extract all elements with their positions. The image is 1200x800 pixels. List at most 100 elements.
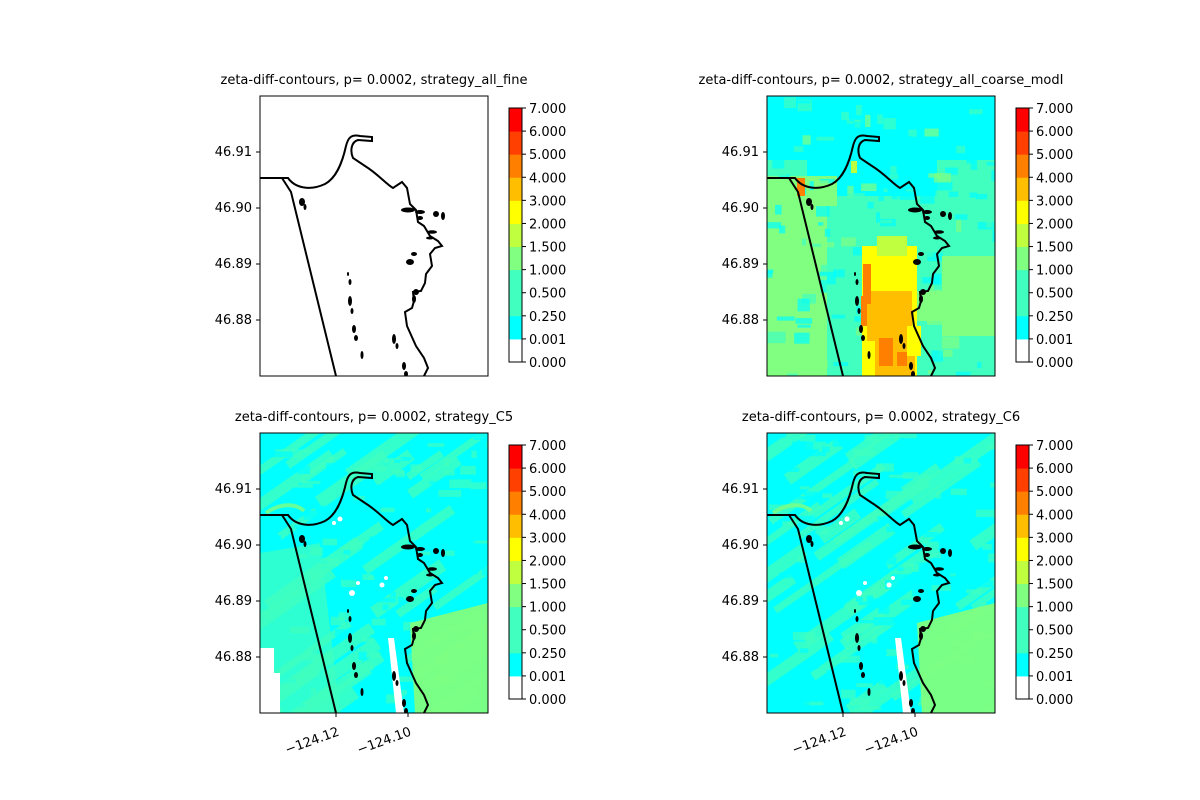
subplot-title: zeta-diff-contours, p= 0.0002, strategy_… <box>699 73 1064 88</box>
colorbar-segment <box>509 246 522 271</box>
colorbar-frame <box>508 107 523 363</box>
coastline <box>767 471 952 713</box>
colorbar-tick-label: 0.000 <box>1036 693 1073 708</box>
y-tick-label: 46.88 <box>215 313 252 328</box>
colorbar-segment <box>1016 445 1029 469</box>
colorbar-tick-label: 1.000 <box>529 601 566 616</box>
colorbar-segment <box>509 468 522 492</box>
axes: 46.91 46.90 46.89 46.88 <box>722 95 996 377</box>
colorbar-segment <box>509 292 522 317</box>
y-tick-label: 46.89 <box>722 594 759 609</box>
subplot-3: zeta-diff-contours, p= 0.0002, strategy_… <box>215 410 566 758</box>
colorbar-segment <box>509 537 522 561</box>
axes-frame <box>766 95 996 377</box>
colorbar-tick-label: 0.000 <box>529 356 566 371</box>
axes: 46.91 46.90 46.89 46.88 −124.12 −124.10 <box>215 432 489 758</box>
colorbar-tick-label: 6.000 <box>1036 125 1073 140</box>
colorbar-segment <box>509 223 522 248</box>
y-tick-label: 46.88 <box>215 650 252 665</box>
colorbar-tick-label: 7.000 <box>1036 102 1073 117</box>
colorbar-frame <box>508 444 523 700</box>
coastline <box>260 134 445 376</box>
colorbar-tick-label: 4.000 <box>1036 171 1073 186</box>
colorbar-tick-label: 7.000 <box>1036 439 1073 454</box>
x-tick-label: −124.10 <box>355 725 413 758</box>
colorbar-tick-label: 1.500 <box>1036 241 1073 256</box>
colorbar-tick-label: 0.001 <box>529 333 566 348</box>
colorbar-segment <box>1016 629 1029 654</box>
y-tick-label: 46.90 <box>215 538 252 553</box>
y-tick-label: 46.89 <box>215 594 252 609</box>
colorbar-segment <box>1016 338 1029 363</box>
y-tick-label: 46.89 <box>215 257 252 272</box>
colorbar-segment <box>509 675 522 700</box>
subplot-title: zeta-diff-contours, p= 0.0002, strategy_… <box>742 410 1020 425</box>
colorbar-segment <box>1016 491 1029 515</box>
x-tick-label: −124.10 <box>862 725 920 758</box>
axes-background <box>260 96 488 376</box>
y-tick-label: 46.89 <box>722 257 759 272</box>
colorbar-tick-label: 0.000 <box>529 693 566 708</box>
contour-field <box>767 96 995 376</box>
colorbar-segment <box>509 315 522 340</box>
colorbar-tick-label: 0.500 <box>1036 287 1073 302</box>
colorbar-tick-label: 7.000 <box>529 439 566 454</box>
colorbar-segment <box>509 583 522 608</box>
colorbar-tick-label: 1.500 <box>1036 578 1073 593</box>
axes: 46.91 46.90 46.89 46.88 <box>215 95 489 377</box>
axes: 46.91 46.90 46.89 46.88 −124.12 −124.10 <box>722 432 996 758</box>
colorbar-tick-label: 5.000 <box>529 148 566 163</box>
colorbar-tick-label: 0.500 <box>529 287 566 302</box>
colorbar-tick-label: 4.000 <box>529 171 566 186</box>
colorbar-segment <box>1016 560 1029 585</box>
colorbar-tick-label: 1.000 <box>1036 264 1073 279</box>
colorbar-segment <box>1016 154 1029 178</box>
colorbar-segment <box>1016 675 1029 700</box>
colorbar-frame <box>1015 444 1030 700</box>
colorbar-tick-label: 3.000 <box>529 194 566 209</box>
colorbar-segment <box>1016 200 1029 224</box>
colorbar-tick-label: 0.500 <box>529 624 566 639</box>
y-tick-label: 46.90 <box>722 201 759 216</box>
subplot-title: zeta-diff-contours, p= 0.0002, strategy_… <box>221 73 528 88</box>
colorbar-segment <box>509 108 522 132</box>
x-tick-label: −124.12 <box>790 725 848 758</box>
colorbar-tick-label: 5.000 <box>529 485 566 500</box>
colorbar-tick-label: 0.250 <box>529 310 566 325</box>
y-tick-label: 46.91 <box>722 482 759 497</box>
colorbar-segment <box>1016 223 1029 248</box>
colorbar-tick-label: 2.000 <box>529 554 566 569</box>
colorbar-tick-label: 3.000 <box>1036 531 1073 546</box>
contour-field <box>767 433 995 713</box>
colorbar: 7.000 6.000 5.000 4.000 3.000 2.000 1.500 1.000… <box>1015 439 1073 708</box>
colorbar-segment <box>509 131 522 155</box>
colorbar-tick-label: 0.250 <box>1036 647 1073 662</box>
colorbar-tick-label: 6.000 <box>1036 462 1073 477</box>
colorbar-segment <box>509 606 522 631</box>
colorbar-tick-label: 1.500 <box>529 578 566 593</box>
colorbar-segment <box>1016 468 1029 492</box>
colorbar-segment <box>1016 537 1029 561</box>
colorbar-tick-label: 5.000 <box>1036 485 1073 500</box>
y-tick-label: 46.88 <box>722 313 759 328</box>
colorbar-tick-label: 6.000 <box>529 125 566 140</box>
y-tick-label: 46.90 <box>722 538 759 553</box>
colorbar-segment <box>509 491 522 515</box>
y-tick-label: 46.88 <box>722 650 759 665</box>
subplot-1: zeta-diff-contours, p= 0.0002, strategy_… <box>215 73 566 377</box>
colorbar-segment <box>1016 269 1029 294</box>
axes-frame <box>259 95 489 377</box>
axes-frame <box>259 432 489 714</box>
colorbar-segment <box>1016 514 1029 538</box>
colorbar-segment <box>1016 292 1029 317</box>
colorbar-segment <box>509 177 522 201</box>
colorbar-tick-label: 5.000 <box>1036 148 1073 163</box>
colorbar-segment <box>1016 108 1029 132</box>
colorbar-tick-label: 0.250 <box>1036 310 1073 325</box>
contour-field <box>260 433 488 713</box>
colorbar-tick-label: 3.000 <box>1036 194 1073 209</box>
colorbar-segment <box>509 154 522 178</box>
colorbar-tick-label: 0.001 <box>1036 333 1073 348</box>
colorbar-tick-label: 0.001 <box>529 670 566 685</box>
colorbar-segment <box>509 629 522 654</box>
